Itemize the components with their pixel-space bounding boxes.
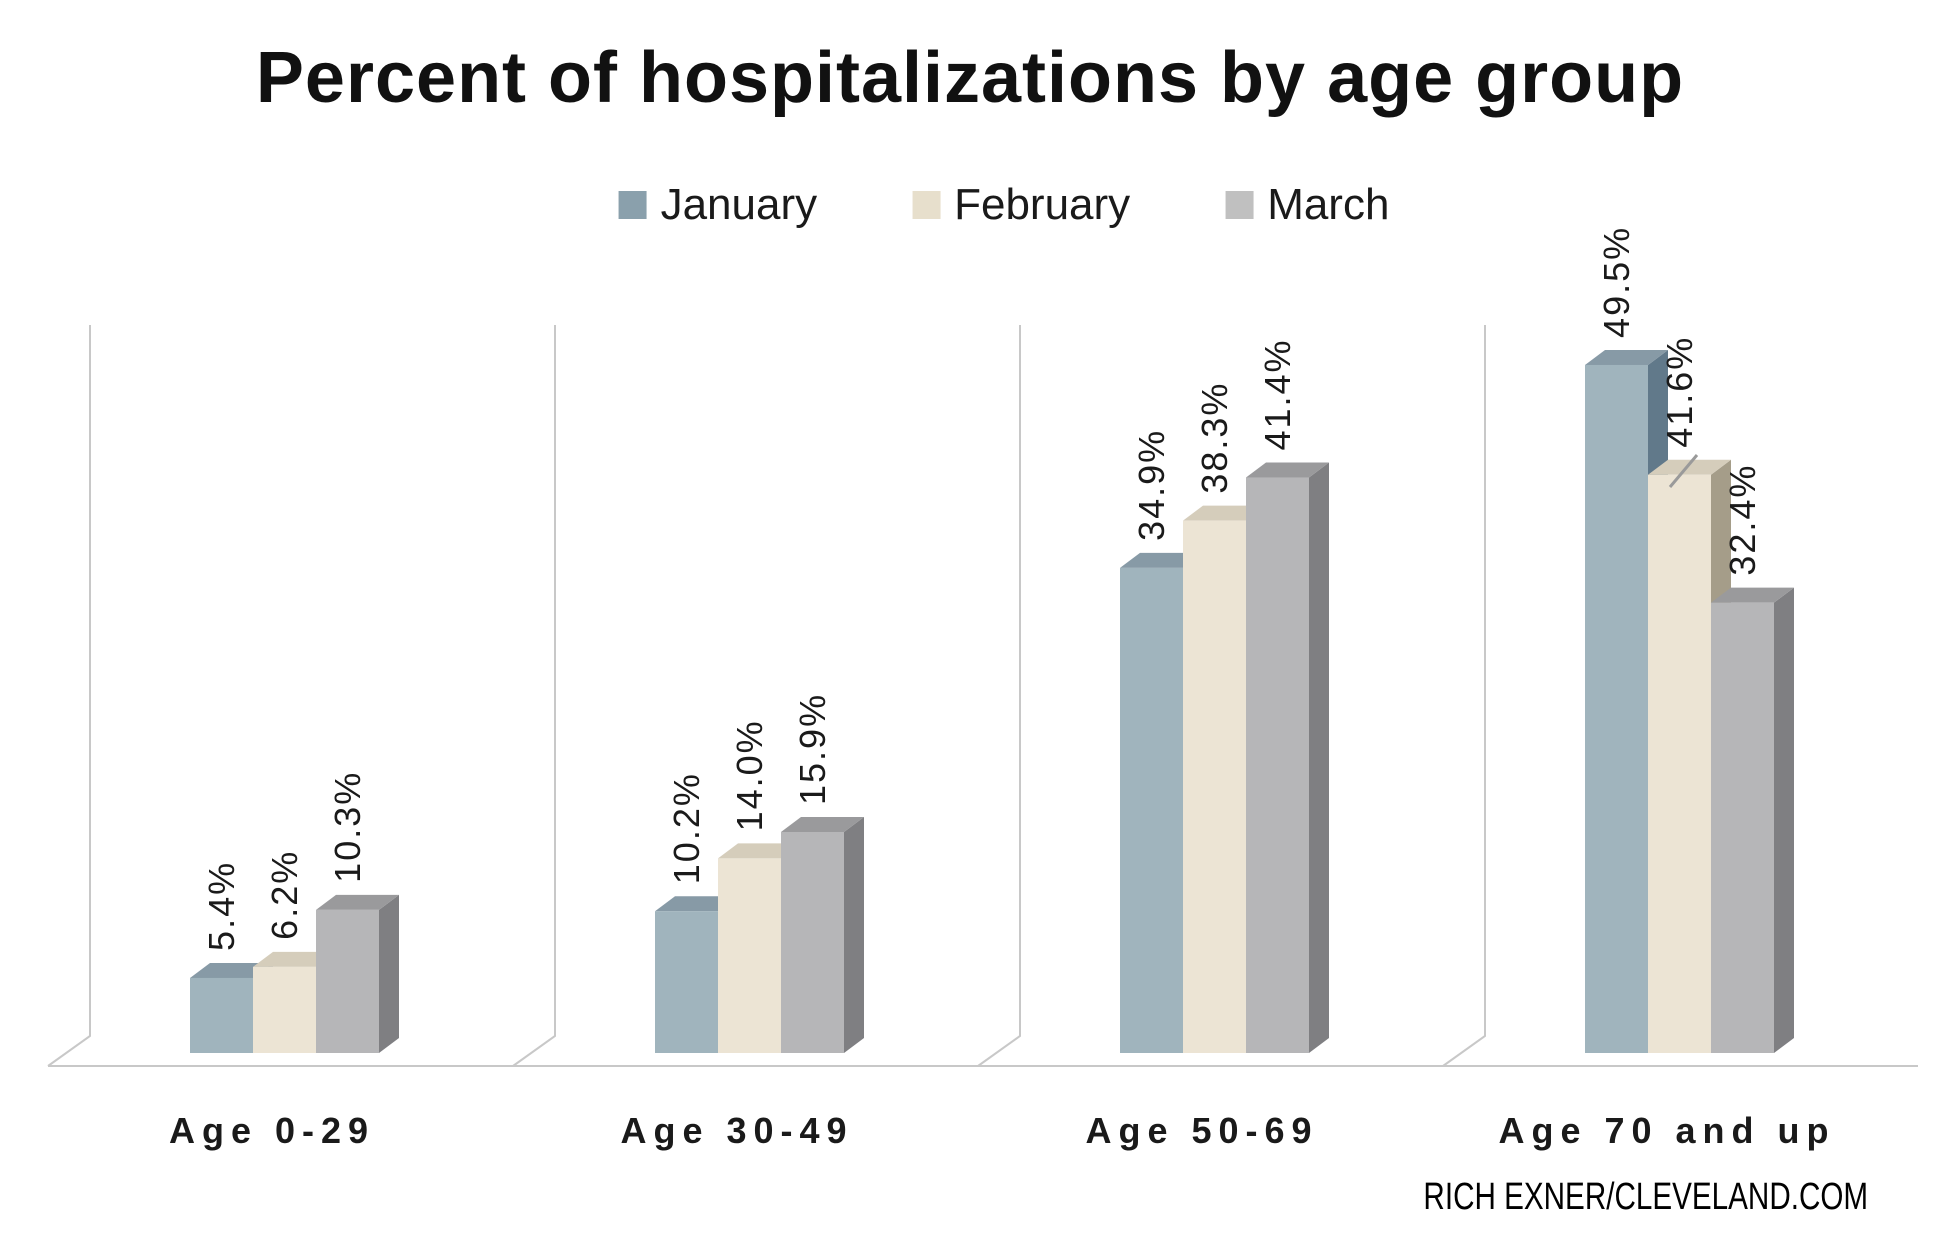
bar-march-age-0-29-side xyxy=(379,894,399,1053)
legend: January February March xyxy=(618,180,1389,230)
legend-item-march: March xyxy=(1225,180,1389,230)
value-label: 14.0% xyxy=(729,719,770,831)
bar-january-age-70-and-up-top xyxy=(1585,349,1668,365)
bar-january-age-70-and-up xyxy=(1585,364,1648,1053)
legend-swatch-march-icon xyxy=(1225,191,1254,219)
bar-march-age-70-and-up-side xyxy=(1774,587,1794,1053)
bar-march-age-50-69-top xyxy=(1246,462,1329,478)
bar-march-age-0-29-top xyxy=(316,894,399,910)
chart-title: Percent of hospitalizations by age group xyxy=(255,38,1685,118)
bar-january-age-0-29 xyxy=(190,977,253,1053)
category-separator-line xyxy=(47,325,91,1067)
value-label: 10.2% xyxy=(666,772,707,884)
category-separator-line xyxy=(977,325,1021,1067)
bar-february-age-50-69-top xyxy=(1183,505,1266,521)
value-label: 49.5% xyxy=(1596,226,1637,338)
bar-february-age-70-and-up xyxy=(1648,474,1711,1053)
category-label: Age 0-29 xyxy=(169,1110,375,1151)
value-label: 6.2% xyxy=(264,850,305,940)
bar-january-age-30-49 xyxy=(655,911,718,1053)
bar-march-age-0-29 xyxy=(316,909,379,1053)
bar-february-age-50-69 xyxy=(1183,520,1246,1053)
legend-label-march: March xyxy=(1267,180,1390,229)
legend-item-january: January xyxy=(618,180,818,230)
value-label: 34.9% xyxy=(1131,429,1172,541)
source-credit: RICH EXNER/CLEVELAND.COM xyxy=(1423,1176,1868,1218)
bar-january-age-50-69 xyxy=(1120,567,1183,1053)
category-separator-line xyxy=(1442,325,1486,1067)
legend-label-february: February xyxy=(954,180,1131,229)
bar-february-age-30-49-top xyxy=(718,843,801,859)
category-label: Age 50-69 xyxy=(1085,1110,1318,1151)
value-label: 38.3% xyxy=(1194,382,1235,494)
bar-february-age-70-and-up-top xyxy=(1648,459,1731,475)
category-label: Age 70 and up xyxy=(1498,1110,1835,1151)
value-label: 5.4% xyxy=(201,861,242,951)
bar-march-age-30-49-side xyxy=(844,816,864,1053)
bar-march-age-70-and-up xyxy=(1711,602,1774,1053)
bar-february-age-0-29-top xyxy=(253,951,336,967)
label-leader-line xyxy=(1668,454,1699,488)
bar-march-age-30-49-top xyxy=(781,816,864,832)
bar-january-age-30-49-top xyxy=(655,896,738,912)
bar-march-age-30-49 xyxy=(781,831,844,1053)
bar-march-age-50-69-side xyxy=(1309,462,1329,1053)
bar-january-age-50-69-top xyxy=(1120,552,1203,568)
value-label: 15.9% xyxy=(792,693,833,805)
bar-march-age-50-69 xyxy=(1246,477,1309,1053)
legend-label-january: January xyxy=(660,180,818,229)
legend-swatch-january-icon xyxy=(618,191,647,219)
bar-february-age-30-49 xyxy=(718,858,781,1053)
value-label: 32.4% xyxy=(1722,464,1763,576)
value-label: 10.3% xyxy=(327,771,368,883)
value-label: 41.4% xyxy=(1257,338,1298,450)
legend-item-february: February xyxy=(912,180,1130,230)
legend-swatch-february-icon xyxy=(912,191,941,219)
category-separator-line xyxy=(512,325,556,1067)
category-label: Age 30-49 xyxy=(620,1110,853,1151)
bar-january-age-0-29-top xyxy=(190,962,273,978)
value-label: 41.6% xyxy=(1659,336,1700,448)
bar-march-age-70-and-up-top xyxy=(1711,587,1794,603)
bar-february-age-0-29 xyxy=(253,966,316,1053)
